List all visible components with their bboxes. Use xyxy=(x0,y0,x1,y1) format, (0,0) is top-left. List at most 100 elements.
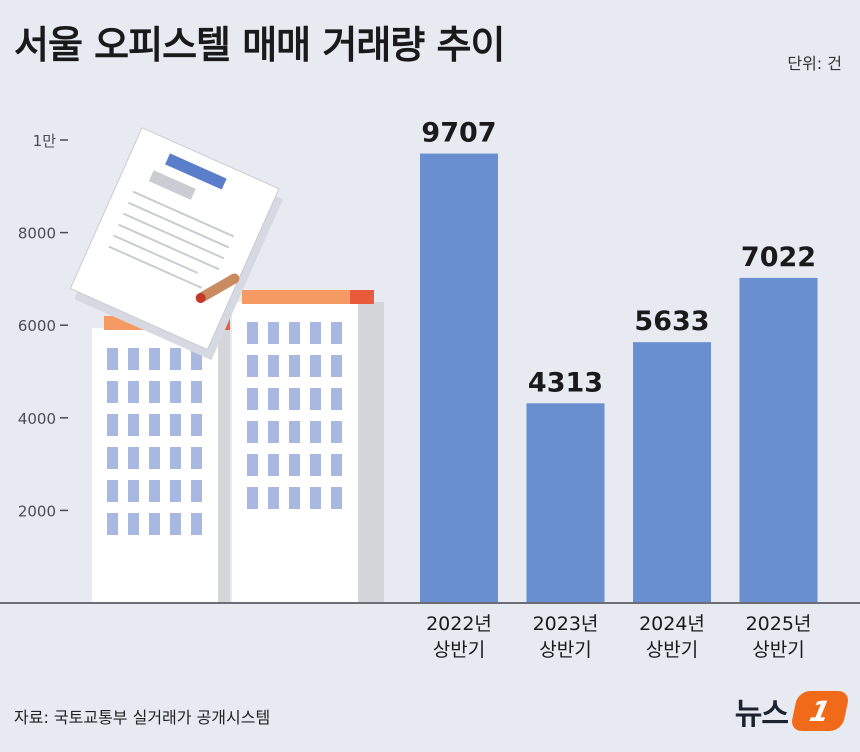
window xyxy=(170,480,181,502)
window xyxy=(310,355,321,377)
x-tick-label: 2024년 xyxy=(639,613,705,635)
y-axis: 2000 4000 6000 8000 1만 xyxy=(18,132,68,520)
right-building-roof xyxy=(242,290,374,304)
x-tick-label: 2023년 xyxy=(533,613,599,635)
window xyxy=(289,388,300,410)
window xyxy=(170,447,181,469)
bar-value-label: 5633 xyxy=(634,306,709,337)
bar-value-label: 9707 xyxy=(421,118,496,149)
x-tick-label: 상반기 xyxy=(433,639,485,661)
window xyxy=(170,513,181,535)
window xyxy=(149,414,160,436)
unit-label: 단위: 건 xyxy=(787,54,842,73)
logo-text: 뉴스 xyxy=(734,697,789,732)
y-tick-label: 4000 xyxy=(18,410,56,428)
window xyxy=(268,322,279,344)
window xyxy=(149,480,160,502)
window xyxy=(107,480,118,502)
window xyxy=(247,454,258,476)
right-building-windows xyxy=(247,322,342,509)
window xyxy=(149,381,160,403)
bars: 9707 4313 5633 7022 xyxy=(420,118,818,603)
window xyxy=(191,480,202,502)
window xyxy=(268,388,279,410)
window xyxy=(289,322,300,344)
window xyxy=(247,421,258,443)
x-tick-label: 상반기 xyxy=(646,639,698,661)
window xyxy=(331,454,342,476)
x-tick-label: 상반기 xyxy=(539,639,591,661)
window xyxy=(128,348,139,370)
pen-icon xyxy=(195,273,240,303)
source-label: 자료: 국토교통부 실거래가 공개시스템 xyxy=(14,708,271,727)
bar xyxy=(526,403,605,603)
window xyxy=(170,414,181,436)
window xyxy=(268,487,279,509)
news1-logo: 뉴스 1 xyxy=(734,688,851,734)
window xyxy=(107,513,118,535)
window xyxy=(191,447,202,469)
y-tick-label: 6000 xyxy=(18,317,56,335)
x-tick-label: 상반기 xyxy=(752,639,804,661)
window xyxy=(310,388,321,410)
window xyxy=(289,421,300,443)
x-tick-label: 2022년 xyxy=(426,613,492,635)
window xyxy=(128,381,139,403)
document-icon xyxy=(69,127,284,361)
window xyxy=(191,513,202,535)
window xyxy=(149,348,160,370)
window xyxy=(107,447,118,469)
window xyxy=(331,322,342,344)
building-illustration xyxy=(69,127,384,604)
window xyxy=(247,487,258,509)
window xyxy=(149,513,160,535)
window xyxy=(128,414,139,436)
window xyxy=(289,355,300,377)
right-building-side xyxy=(358,302,384,604)
window xyxy=(107,348,118,370)
window xyxy=(107,381,118,403)
window xyxy=(268,454,279,476)
window xyxy=(331,487,342,509)
left-building-windows xyxy=(107,348,202,535)
window xyxy=(128,513,139,535)
right-building xyxy=(232,302,358,604)
window xyxy=(149,447,160,469)
window xyxy=(331,355,342,377)
bar xyxy=(420,153,498,603)
window xyxy=(128,480,139,502)
window xyxy=(331,421,342,443)
bar xyxy=(739,277,818,603)
y-tick-label: 2000 xyxy=(18,502,56,520)
left-building-side xyxy=(218,328,230,604)
window xyxy=(170,348,181,370)
window xyxy=(289,454,300,476)
logo-badge: 1 xyxy=(789,691,851,731)
bar-value-label: 7022 xyxy=(741,242,816,273)
y-tick-label: 8000 xyxy=(18,225,56,243)
chart-title: 서울 오피스텔 매매 거래량 추이 xyxy=(14,23,505,67)
window xyxy=(247,355,258,377)
window xyxy=(191,348,202,370)
window xyxy=(191,381,202,403)
window xyxy=(191,414,202,436)
window xyxy=(289,487,300,509)
window xyxy=(247,388,258,410)
window xyxy=(107,414,118,436)
window xyxy=(247,322,258,344)
window xyxy=(170,381,181,403)
x-tick-label: 2025년 xyxy=(746,613,812,635)
window xyxy=(310,322,321,344)
window xyxy=(128,447,139,469)
window xyxy=(331,388,342,410)
y-tick-label: 1만 xyxy=(33,132,57,150)
window xyxy=(268,355,279,377)
bar xyxy=(633,342,711,603)
window xyxy=(268,421,279,443)
window xyxy=(310,421,321,443)
window xyxy=(310,454,321,476)
bar-value-label: 4313 xyxy=(528,367,603,398)
